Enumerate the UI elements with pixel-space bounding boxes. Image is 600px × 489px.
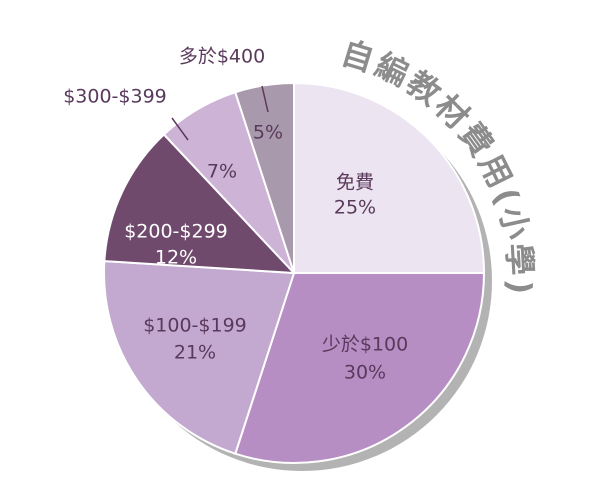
category-label: $100-$199: [143, 315, 247, 337]
category-label: 少於$100: [322, 334, 408, 356]
value-label: 5%: [253, 122, 283, 144]
category-label: $200-$299: [124, 221, 228, 243]
value-label: 30%: [344, 362, 386, 384]
value-label: 7%: [207, 161, 237, 183]
category-label: 多於$400: [179, 46, 265, 68]
value-label: 25%: [334, 197, 376, 219]
pie-slice: [103, 133, 297, 275]
pie-slice: [234, 81, 295, 274]
category-label: $300-$399: [63, 86, 167, 108]
category-label: 免費: [336, 172, 374, 194]
value-label: 21%: [174, 342, 216, 364]
pie-slice: [234, 272, 486, 464]
pie-slice: [103, 260, 296, 455]
pie-slice: [293, 81, 486, 274]
leader-line: [171, 117, 189, 141]
leader-line: [261, 85, 269, 113]
value-label: 12%: [155, 247, 197, 269]
